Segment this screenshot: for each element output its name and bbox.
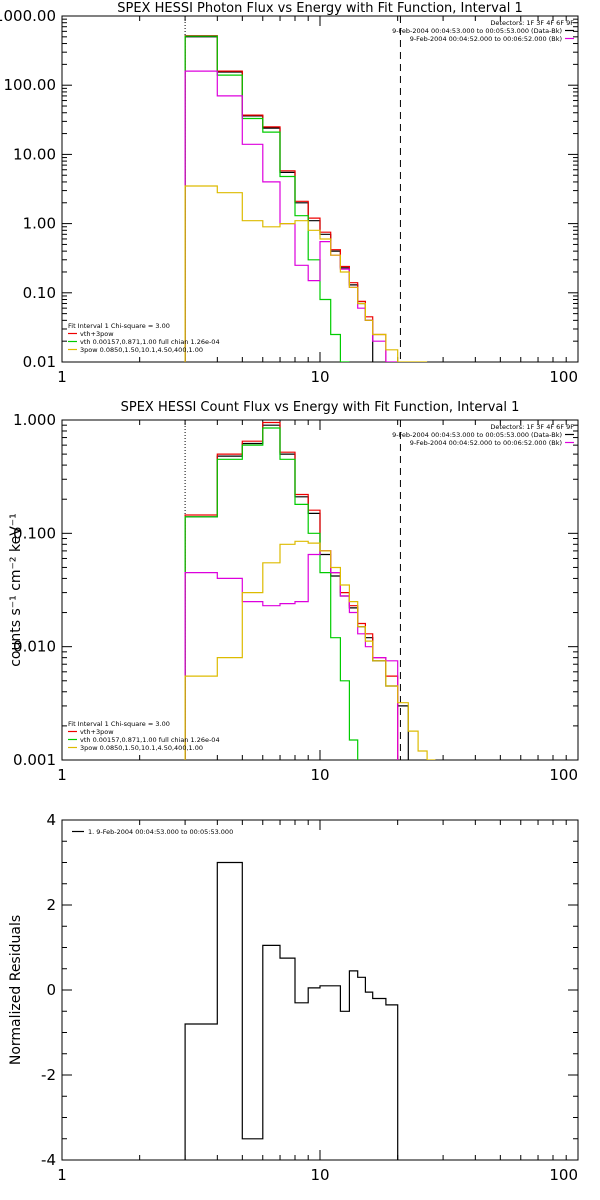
y-tick-label: -2 (41, 1066, 56, 1084)
legend-entry: 9-Feb-2004 00:04:53.000 to 00:05:53.000 … (392, 27, 562, 35)
x-tick-label: 1 (57, 368, 67, 386)
fit-legend-entry: vth 0.00157,0.871,1.00 full chian 1.26e-… (80, 736, 220, 744)
y-tick-label: 1000.00 (0, 7, 56, 25)
x-tick-label: 1 (57, 766, 67, 784)
series-line-3 (184, 427, 359, 760)
chart-title: SPEX HESSI Photon Flux vs Energy with Fi… (117, 1, 523, 16)
y-tick-label: 0.10 (23, 284, 56, 302)
fit-legend-header: Fit Interval 1 Chi-square = 3.00 (68, 720, 170, 728)
fit-legend-entry: 3pow 0.0850,1.50,10.1,4.50,400,1.00 (80, 346, 203, 354)
x-tick-label: 100 (549, 1166, 578, 1184)
y-axis-label: counts s⁻¹ cm⁻² keV⁻¹ (8, 513, 24, 667)
y-tick-label: -4 (41, 1151, 56, 1169)
legend-entry: 9-Feb-2004 00:04:53.000 to 00:05:53.000 … (392, 431, 562, 439)
fit-legend-header: Fit Interval 1 Chi-square = 3.00 (68, 322, 170, 330)
chart-panel-2: SPEX HESSI Count Flux vs Energy with Fit… (8, 400, 579, 784)
legend-entry: 1. 9-Feb-2004 00:04:53.000 to 00:05:53.0… (88, 828, 233, 836)
fit-legend-entry: vth+3pow (80, 330, 114, 338)
x-tick-label: 10 (310, 766, 329, 784)
y-tick-label: 10.00 (13, 145, 56, 163)
plot-frame (61, 419, 579, 761)
x-tick-label: 100 (549, 368, 578, 386)
plot-frame (61, 15, 579, 363)
y-tick-label: 0 (46, 981, 56, 999)
plot-frame (61, 819, 579, 1161)
y-tick-label: 4 (46, 811, 56, 829)
y-tick-label: 0.100 (13, 524, 56, 542)
legend-entry: 9-Feb-2004 00:04:52.000 to 00:06:52.000 … (410, 439, 562, 447)
series-line-2 (184, 35, 387, 362)
chart-title: SPEX HESSI Count Flux vs Energy with Fit… (121, 400, 520, 415)
series-line-1 (184, 424, 409, 760)
y-tick-label: 0.010 (13, 638, 56, 656)
chart-panel-1: SPEX HESSI Photon Flux vs Energy with Fi… (0, 1, 579, 386)
series-line-5 (184, 540, 436, 760)
legend-header: Detectors: 1F 3F 4F 6F 9F (490, 19, 574, 27)
fit-legend-entry: 3pow 0.0850,1.50,10.1,4.50,400,1.00 (80, 744, 203, 752)
y-tick-label: 0.01 (23, 353, 56, 371)
series-group (184, 421, 436, 760)
y-tick-label: 1.00 (23, 215, 56, 233)
fit-legend-entry: vth 0.00157,0.871,1.00 full chian 1.26e-… (80, 338, 220, 346)
series-line-5 (184, 185, 428, 362)
y-tick-label: 1.000 (13, 411, 56, 429)
x-tick-label: 1 (57, 1166, 67, 1184)
series-line-1 (184, 861, 399, 1160)
series-group (184, 861, 399, 1160)
fit-legend-entry: vth+3pow (80, 728, 114, 736)
y-axis-label: Normalized Residuals (8, 915, 24, 1065)
series-line-4 (184, 550, 399, 760)
y-tick-label: 2 (46, 896, 56, 914)
chart-panel-3: 1 10 100 4 2 0 -2 -4 Normalized Residuals 1. 9-Fe… (8, 811, 579, 1184)
legend-header: Detectors: 1F 3F 4F 6F 9F (490, 423, 574, 431)
series-line-1 (184, 36, 374, 362)
series-group (184, 35, 428, 362)
series-line-3 (184, 35, 350, 362)
x-tick-label: 10 (310, 1166, 329, 1184)
legend-entry: 9-Feb-2004 00:04:52.000 to 00:06:52.000 … (410, 35, 562, 43)
x-tick-label: 100 (549, 766, 578, 784)
y-tick-label: 100.00 (4, 76, 57, 94)
x-tick-label: 10 (310, 368, 329, 386)
y-tick-label: 0.001 (13, 751, 56, 769)
